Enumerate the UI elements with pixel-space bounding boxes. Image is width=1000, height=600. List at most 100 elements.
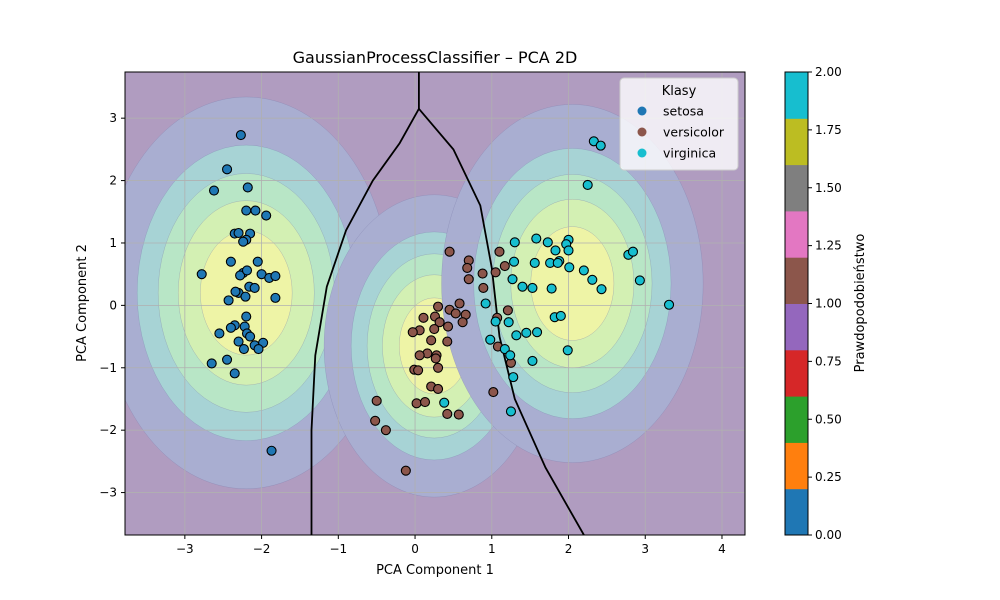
point-setosa	[250, 205, 261, 216]
point-versicolor	[463, 274, 474, 285]
y-tick-label: 1	[109, 236, 117, 250]
point-setosa	[225, 256, 236, 267]
point-virginica	[511, 330, 522, 341]
point-virginica	[529, 257, 540, 268]
colorbar-segment	[785, 72, 808, 119]
colorbar-label: Prawdopodobieństwo	[853, 234, 868, 373]
point-virginica	[480, 298, 491, 309]
point-setosa	[270, 292, 281, 303]
point-setosa	[245, 331, 256, 342]
colorbar-segment	[785, 488, 808, 536]
point-versicolor	[411, 398, 422, 409]
point-versicolor	[462, 262, 473, 273]
legend: Klasy setosa versicolor virginica	[619, 77, 739, 171]
point-virginica	[508, 372, 519, 383]
point-setosa	[208, 185, 220, 196]
colorbar-tick-label: 1.00	[815, 297, 842, 311]
point-versicolor	[419, 397, 431, 408]
point-virginica	[595, 140, 606, 151]
point-setosa	[235, 129, 246, 141]
point-versicolor	[478, 282, 489, 293]
point-virginica	[490, 316, 501, 327]
point-virginica	[555, 310, 566, 322]
colorbar-segment	[785, 349, 808, 397]
point-setosa	[196, 269, 207, 280]
point-versicolor	[413, 365, 424, 376]
legend-label-versicolor: versicolor	[663, 125, 725, 140]
point-versicolor	[499, 261, 510, 272]
point-virginica	[546, 283, 557, 294]
colorbar-segment	[785, 396, 808, 443]
point-setosa	[223, 295, 234, 306]
point-setosa	[266, 445, 277, 456]
point-virginica	[531, 233, 542, 244]
point-setosa	[214, 328, 225, 339]
point-setosa	[249, 282, 260, 293]
point-versicolor	[407, 327, 418, 338]
point-setosa	[241, 205, 252, 216]
point-virginica	[587, 274, 598, 285]
point-virginica	[596, 284, 607, 295]
point-versicolor	[400, 465, 411, 476]
point-virginica	[499, 344, 510, 355]
point-setosa	[222, 354, 233, 365]
x-tick-label: 4	[718, 542, 726, 556]
colorbar-tick-label: 0.00	[815, 528, 842, 542]
point-virginica	[527, 282, 538, 293]
point-virginica	[521, 327, 532, 338]
colorbar-tick-label: 0.25	[815, 470, 842, 484]
y-tick-label: −1	[99, 361, 117, 375]
point-versicolor	[444, 246, 455, 257]
point-setosa	[252, 256, 263, 267]
point-versicolor	[442, 408, 453, 419]
point-versicolor	[442, 321, 454, 332]
decision-boundary	[310, 72, 585, 535]
colorbar-tick-label: 1.75	[815, 123, 842, 137]
point-virginica	[503, 317, 514, 328]
point-setosa	[242, 182, 253, 193]
point-setosa	[270, 270, 281, 282]
x-axis-label: PCA Component 1	[376, 563, 494, 578]
colorbar-segment	[785, 118, 808, 166]
point-virginica	[532, 327, 543, 338]
point-versicolor	[442, 336, 453, 347]
point-versicolor	[380, 425, 391, 436]
point-virginica	[508, 256, 520, 267]
colorbar-tick-label: 1.50	[815, 181, 842, 195]
point-versicolor	[477, 268, 488, 279]
point-setosa	[261, 210, 272, 221]
colorbar-segment	[785, 442, 808, 490]
point-setosa	[241, 265, 253, 276]
colorbar-segment	[785, 303, 808, 351]
colorbar-tick-label: 0.50	[815, 412, 842, 426]
colorbar-tick-label: 0.75	[815, 354, 842, 368]
point-versicolor	[454, 298, 465, 309]
legend-label-virginica: virginica	[663, 146, 716, 161]
point-virginica	[542, 237, 553, 248]
point-setosa	[222, 164, 233, 175]
point-setosa	[238, 236, 249, 247]
point-virginica	[563, 245, 574, 256]
colorbar-tick-label: 2.00	[815, 65, 842, 79]
point-versicolor	[418, 312, 429, 323]
point-versicolor	[434, 317, 445, 328]
point-virginica	[552, 257, 563, 268]
point-virginica	[562, 345, 573, 356]
legend-label-setosa: setosa	[663, 104, 704, 119]
y-tick-label: 0	[109, 298, 117, 312]
x-tick-label: 1	[488, 542, 496, 556]
point-versicolor	[370, 415, 381, 426]
y-tick-label: 2	[109, 174, 117, 188]
point-versicolor	[430, 353, 441, 364]
x-tick-label: 2	[565, 542, 573, 556]
point-virginica	[663, 299, 675, 310]
point-virginica	[578, 265, 589, 276]
point-virginica	[505, 406, 517, 417]
legend-title: Klasy	[662, 84, 697, 99]
colorbar-tick-label: 1.25	[815, 239, 842, 253]
point-setosa	[241, 311, 252, 322]
point-setosa	[229, 368, 240, 379]
y-tick-label: 3	[109, 111, 117, 125]
point-versicolor	[426, 335, 437, 346]
